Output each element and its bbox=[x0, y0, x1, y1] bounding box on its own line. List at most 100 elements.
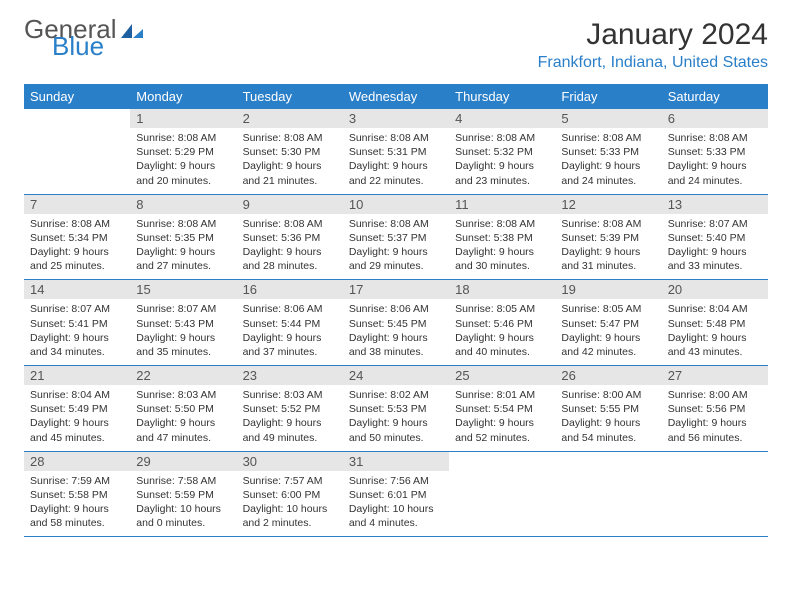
sunset-text: Sunset: 5:41 PM bbox=[30, 317, 124, 331]
day-header-sat: Saturday bbox=[662, 84, 768, 109]
sunrise-text: Sunrise: 8:08 AM bbox=[455, 217, 549, 231]
sunset-text: Sunset: 5:55 PM bbox=[561, 402, 655, 416]
day-cell: 28Sunrise: 7:59 AMSunset: 5:58 PMDayligh… bbox=[24, 452, 130, 537]
day-cell bbox=[555, 452, 661, 537]
sunrise-text: Sunrise: 8:08 AM bbox=[136, 217, 230, 231]
day-headers-row: Sunday Monday Tuesday Wednesday Thursday… bbox=[24, 84, 768, 109]
day-number bbox=[24, 109, 130, 113]
day-cell bbox=[449, 452, 555, 537]
daylight-text: Daylight: 9 hours and 56 minutes. bbox=[668, 416, 762, 444]
day-number: 2 bbox=[237, 109, 343, 128]
day-info: Sunrise: 7:58 AMSunset: 5:59 PMDaylight:… bbox=[130, 471, 236, 537]
logo: General Blue bbox=[24, 18, 143, 59]
sunset-text: Sunset: 5:58 PM bbox=[30, 488, 124, 502]
day-cell: 9Sunrise: 8:08 AMSunset: 5:36 PMDaylight… bbox=[237, 195, 343, 280]
daylight-text: Daylight: 9 hours and 23 minutes. bbox=[455, 159, 549, 187]
day-cell: 16Sunrise: 8:06 AMSunset: 5:44 PMDayligh… bbox=[237, 280, 343, 365]
day-number: 27 bbox=[662, 366, 768, 385]
sunrise-text: Sunrise: 8:08 AM bbox=[243, 131, 337, 145]
day-number: 24 bbox=[343, 366, 449, 385]
day-cell: 3Sunrise: 8:08 AMSunset: 5:31 PMDaylight… bbox=[343, 109, 449, 194]
day-number: 22 bbox=[130, 366, 236, 385]
sunset-text: Sunset: 5:50 PM bbox=[136, 402, 230, 416]
sunset-text: Sunset: 5:35 PM bbox=[136, 231, 230, 245]
sunset-text: Sunset: 6:00 PM bbox=[243, 488, 337, 502]
day-cell: 29Sunrise: 7:58 AMSunset: 5:59 PMDayligh… bbox=[130, 452, 236, 537]
day-info: Sunrise: 8:01 AMSunset: 5:54 PMDaylight:… bbox=[449, 385, 555, 451]
day-cell: 20Sunrise: 8:04 AMSunset: 5:48 PMDayligh… bbox=[662, 280, 768, 365]
daylight-text: Daylight: 9 hours and 49 minutes. bbox=[243, 416, 337, 444]
day-cell: 25Sunrise: 8:01 AMSunset: 5:54 PMDayligh… bbox=[449, 366, 555, 451]
daylight-text: Daylight: 9 hours and 24 minutes. bbox=[668, 159, 762, 187]
week-row: 21Sunrise: 8:04 AMSunset: 5:49 PMDayligh… bbox=[24, 366, 768, 452]
day-cell: 10Sunrise: 8:08 AMSunset: 5:37 PMDayligh… bbox=[343, 195, 449, 280]
day-cell: 6Sunrise: 8:08 AMSunset: 5:33 PMDaylight… bbox=[662, 109, 768, 194]
sunset-text: Sunset: 6:01 PM bbox=[349, 488, 443, 502]
sunrise-text: Sunrise: 8:02 AM bbox=[349, 388, 443, 402]
daylight-text: Daylight: 10 hours and 0 minutes. bbox=[136, 502, 230, 530]
sunrise-text: Sunrise: 7:59 AM bbox=[30, 474, 124, 488]
day-cell: 15Sunrise: 8:07 AMSunset: 5:43 PMDayligh… bbox=[130, 280, 236, 365]
day-cell: 12Sunrise: 8:08 AMSunset: 5:39 PMDayligh… bbox=[555, 195, 661, 280]
day-info: Sunrise: 8:08 AMSunset: 5:30 PMDaylight:… bbox=[237, 128, 343, 194]
sunset-text: Sunset: 5:47 PM bbox=[561, 317, 655, 331]
sunrise-text: Sunrise: 8:08 AM bbox=[136, 131, 230, 145]
day-header-mon: Monday bbox=[130, 84, 236, 109]
day-number: 19 bbox=[555, 280, 661, 299]
daylight-text: Daylight: 9 hours and 20 minutes. bbox=[136, 159, 230, 187]
day-info: Sunrise: 8:03 AMSunset: 5:52 PMDaylight:… bbox=[237, 385, 343, 451]
day-number bbox=[449, 452, 555, 456]
sunset-text: Sunset: 5:39 PM bbox=[561, 231, 655, 245]
daylight-text: Daylight: 9 hours and 29 minutes. bbox=[349, 245, 443, 273]
sunset-text: Sunset: 5:31 PM bbox=[349, 145, 443, 159]
day-cell: 13Sunrise: 8:07 AMSunset: 5:40 PMDayligh… bbox=[662, 195, 768, 280]
day-info: Sunrise: 7:59 AMSunset: 5:58 PMDaylight:… bbox=[24, 471, 130, 537]
day-number: 26 bbox=[555, 366, 661, 385]
day-info: Sunrise: 8:07 AMSunset: 5:41 PMDaylight:… bbox=[24, 299, 130, 365]
sunrise-text: Sunrise: 8:08 AM bbox=[455, 131, 549, 145]
day-number: 21 bbox=[24, 366, 130, 385]
day-number: 30 bbox=[237, 452, 343, 471]
day-cell: 5Sunrise: 8:08 AMSunset: 5:33 PMDaylight… bbox=[555, 109, 661, 194]
sunrise-text: Sunrise: 8:06 AM bbox=[243, 302, 337, 316]
day-number: 13 bbox=[662, 195, 768, 214]
sunset-text: Sunset: 5:30 PM bbox=[243, 145, 337, 159]
daylight-text: Daylight: 9 hours and 31 minutes. bbox=[561, 245, 655, 273]
daylight-text: Daylight: 9 hours and 27 minutes. bbox=[136, 245, 230, 273]
location-text: Frankfort, Indiana, United States bbox=[538, 54, 768, 72]
day-header-wed: Wednesday bbox=[343, 84, 449, 109]
day-number: 3 bbox=[343, 109, 449, 128]
day-info: Sunrise: 8:08 AMSunset: 5:33 PMDaylight:… bbox=[555, 128, 661, 194]
sunset-text: Sunset: 5:33 PM bbox=[561, 145, 655, 159]
day-info: Sunrise: 8:05 AMSunset: 5:47 PMDaylight:… bbox=[555, 299, 661, 365]
sunrise-text: Sunrise: 8:06 AM bbox=[349, 302, 443, 316]
sunset-text: Sunset: 5:43 PM bbox=[136, 317, 230, 331]
day-number: 8 bbox=[130, 195, 236, 214]
sunset-text: Sunset: 5:49 PM bbox=[30, 402, 124, 416]
sunrise-text: Sunrise: 8:08 AM bbox=[561, 217, 655, 231]
day-header-sun: Sunday bbox=[24, 84, 130, 109]
title-block: January 2024 Frankfort, Indiana, United … bbox=[538, 18, 768, 72]
day-info: Sunrise: 8:04 AMSunset: 5:48 PMDaylight:… bbox=[662, 299, 768, 365]
daylight-text: Daylight: 9 hours and 37 minutes. bbox=[243, 331, 337, 359]
day-info: Sunrise: 8:08 AMSunset: 5:35 PMDaylight:… bbox=[130, 214, 236, 280]
sunrise-text: Sunrise: 8:08 AM bbox=[243, 217, 337, 231]
day-number: 31 bbox=[343, 452, 449, 471]
sunrise-text: Sunrise: 8:00 AM bbox=[561, 388, 655, 402]
sunset-text: Sunset: 5:34 PM bbox=[30, 231, 124, 245]
day-info: Sunrise: 8:08 AMSunset: 5:39 PMDaylight:… bbox=[555, 214, 661, 280]
day-cell bbox=[24, 109, 130, 194]
sunrise-text: Sunrise: 8:08 AM bbox=[668, 131, 762, 145]
day-cell: 19Sunrise: 8:05 AMSunset: 5:47 PMDayligh… bbox=[555, 280, 661, 365]
header: General Blue January 2024 Frankfort, Ind… bbox=[24, 18, 768, 72]
day-info: Sunrise: 8:08 AMSunset: 5:33 PMDaylight:… bbox=[662, 128, 768, 194]
week-row: 28Sunrise: 7:59 AMSunset: 5:58 PMDayligh… bbox=[24, 452, 768, 538]
day-info: Sunrise: 8:07 AMSunset: 5:40 PMDaylight:… bbox=[662, 214, 768, 280]
daylight-text: Daylight: 9 hours and 45 minutes. bbox=[30, 416, 124, 444]
daylight-text: Daylight: 10 hours and 4 minutes. bbox=[349, 502, 443, 530]
daylight-text: Daylight: 9 hours and 50 minutes. bbox=[349, 416, 443, 444]
day-info: Sunrise: 8:07 AMSunset: 5:43 PMDaylight:… bbox=[130, 299, 236, 365]
day-cell: 30Sunrise: 7:57 AMSunset: 6:00 PMDayligh… bbox=[237, 452, 343, 537]
daylight-text: Daylight: 9 hours and 54 minutes. bbox=[561, 416, 655, 444]
day-info: Sunrise: 8:08 AMSunset: 5:32 PMDaylight:… bbox=[449, 128, 555, 194]
